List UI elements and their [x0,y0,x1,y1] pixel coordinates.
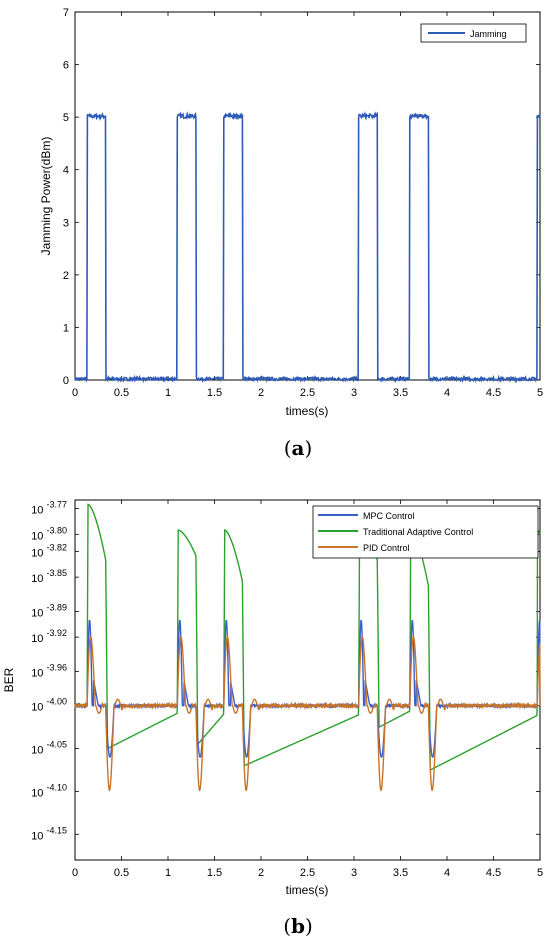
chart-b-series [74,503,541,792]
chart-a-series [74,111,541,384]
chart-b-y-tick-label: 10 -3.96 [31,662,67,679]
chart-a-x-tick-label: 4.5 [486,387,501,399]
chart-a-plot-area [74,11,541,381]
chart-a-x-tick-label: 3 [351,387,357,399]
chart-b-x-tick-label: 4.5 [486,867,501,879]
chart-b-x-tick-label: 0.5 [114,867,129,879]
chart-a-x-tick-label: 0.5 [114,387,129,399]
chart-a-series-jamming [74,111,541,384]
chart-a-y-tick-label: 4 [63,165,69,177]
chart-a-legend-box [420,23,527,43]
chart-a-y-tick-label: 3 [63,217,69,229]
chart-a-legend-jamming: Jamming [470,29,507,39]
chart-b-y-axis-label: BER [2,667,16,692]
chart-b-y-tick-label: 10 -3.80 [31,525,67,542]
chart-b-legend-pid: PID Control [363,543,410,553]
chart-a-y-axis-label: Jamming Power(dBm) [39,137,53,256]
chart-b-y-tick-label: 10 -4.10 [31,782,67,799]
chart-a-x-tick-label: 2 [258,387,264,399]
chart-b-x-tick-label: 2.5 [300,867,315,879]
chart-b-legend-mpc: MPC Control [363,511,415,521]
chart-a-legend: Jamming [420,23,527,43]
chart-b-x-tick-label: 2 [258,867,264,879]
chart-b-y-tick-label: 10 -3.92 [31,628,67,645]
chart-b-x-tick-label: 4 [444,867,450,879]
chart-b-legend-adaptive: Traditional Adaptive Control [363,527,473,537]
chart-b-panel-label: b [291,914,305,938]
chart-b-x-tick-label: 0 [72,867,78,879]
chart-b-y-tick-label: 10 -4.15 [31,825,67,842]
chart-a-x-tick-label: 4 [444,387,450,399]
chart-a-y-tick-label: 0 [63,375,69,387]
chart-b-x-tick-label: 3 [351,867,357,879]
chart-b-legend: MPC Control Traditional Adaptive Control… [312,505,539,559]
chart-b-y-tick-label: 10 -4.00 [31,697,67,714]
chart-a-x-tick-label: 5 [537,387,543,399]
chart-b-x-tick-label: 3.5 [393,867,408,879]
chart-a-x-tick-label: 3.5 [393,387,408,399]
chart-a-y-tick-label: 2 [63,270,69,282]
chart-a-x-ticks: 0 0.5 1 1.5 2 2.5 3 3.5 4 4.5 5 [72,12,543,399]
chart-b-x-ticks: 0 0.5 1 1.5 2 2.5 3 3.5 4 4.5 5 [72,500,543,879]
chart-a-panel-label: a [292,436,305,460]
chart-b-x-tick-label: 5 [537,867,543,879]
chart-a-x-tick-label: 1.5 [207,387,222,399]
chart-b-y-tick-label: 10 -3.89 [31,602,67,619]
chart-a-x-tick-label: 1 [165,387,171,399]
chart-b-x-tick-label: 1.5 [207,867,222,879]
chart-b-caption: (b) [283,914,313,938]
chart-b-y-tick-label: 10 -3.85 [31,568,67,585]
chart-a-x-tick-label: 0 [72,387,78,399]
chart-a-x-tick-label: 2.5 [300,387,315,399]
chart-a-y-tick-label: 1 [63,322,69,334]
chart-b-y-tick-label: 10 -3.82 [31,542,67,559]
chart-b-x-tick-label: 1 [165,867,171,879]
chart-b-y-tick-label: 10 -3.77 [31,500,67,517]
chart-a-caption: (a) [284,436,313,460]
chart-b-x-axis-label: times(s) [286,883,329,897]
chart-b-series-adaptive [74,503,541,772]
chart-a-y-tick-label: 5 [63,112,69,124]
chart-a-y-tick-label: 6 [63,60,69,72]
chart-b-y-tick-label: 10 -4.05 [31,740,67,757]
chart-b-series-pid [74,635,541,792]
chart-a-y-tick-label: 7 [63,7,69,19]
chart-a-x-axis-label: times(s) [286,404,329,418]
